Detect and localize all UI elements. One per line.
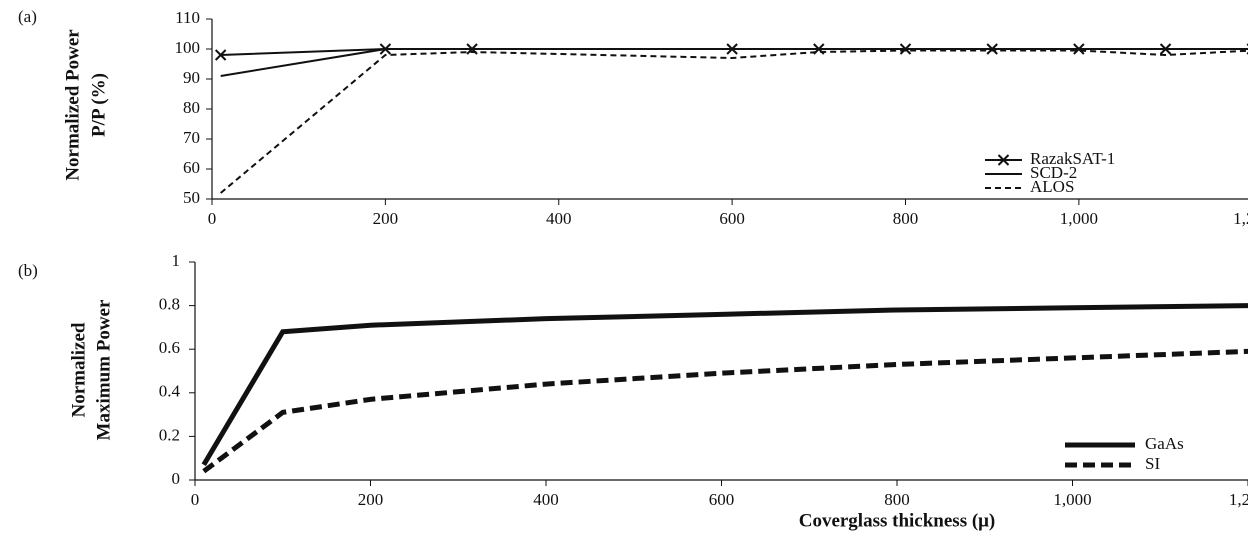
x-tick-label: 600 xyxy=(719,209,745,228)
x-axis-title: Coverglass thickness (μ) xyxy=(799,510,996,531)
y-axis-title: Normalized xyxy=(68,322,89,417)
y-tick-label: 60 xyxy=(183,158,200,177)
y-tick-label: 50 xyxy=(183,188,200,207)
y-tick-label: 0.2 xyxy=(159,425,180,444)
series-line xyxy=(220,48,1248,77)
legend-label: ALOS xyxy=(1030,177,1074,196)
x-tick-label: 1,200 xyxy=(1233,209,1248,228)
y-tick-label: 90 xyxy=(183,68,200,87)
x-tick-label: 200 xyxy=(358,490,384,509)
legend-marker xyxy=(997,154,1010,166)
x-tick-label: 0 xyxy=(191,490,200,509)
series-line xyxy=(202,348,1248,474)
y-axis-title: Normalized Power xyxy=(62,29,83,181)
marker xyxy=(214,49,227,61)
y-axis-title: P/P (%) xyxy=(88,73,109,137)
legend-label: GaAs xyxy=(1145,434,1184,453)
y-tick-label: 70 xyxy=(183,128,200,147)
series-line xyxy=(201,303,1248,467)
x-tick-label: 1,000 xyxy=(1053,490,1091,509)
y-tick-label: 80 xyxy=(183,98,200,117)
series-line xyxy=(220,49,1248,194)
x-tick-label: 600 xyxy=(709,490,735,509)
y-tick-label: 0 xyxy=(172,469,181,488)
y-tick-label: 100 xyxy=(175,38,201,57)
y-tick-label: 0.6 xyxy=(159,338,180,357)
y-tick-label: 0.8 xyxy=(159,295,180,314)
x-tick-label: 400 xyxy=(533,490,559,509)
x-tick-label: 800 xyxy=(893,209,919,228)
legend-label: SCD-2 xyxy=(1030,163,1077,182)
y-axis-title: Maximum Power xyxy=(93,299,114,440)
panel-label: (b) xyxy=(18,261,38,280)
x-tick-label: 200 xyxy=(373,209,399,228)
x-tick-label: 800 xyxy=(884,490,910,509)
x-tick-label: 400 xyxy=(546,209,572,228)
legend-label: RazakSAT-1 xyxy=(1030,149,1115,168)
y-tick-label: 1 xyxy=(172,251,181,270)
panel-label: (a) xyxy=(18,7,37,26)
y-tick-label: 110 xyxy=(175,8,200,27)
y-tick-label: 0.4 xyxy=(159,382,181,401)
x-tick-label: 1,000 xyxy=(1060,209,1098,228)
x-tick-label: 0 xyxy=(208,209,217,228)
x-tick-label: 1,200 xyxy=(1229,490,1248,509)
legend-label: SI xyxy=(1145,454,1160,473)
